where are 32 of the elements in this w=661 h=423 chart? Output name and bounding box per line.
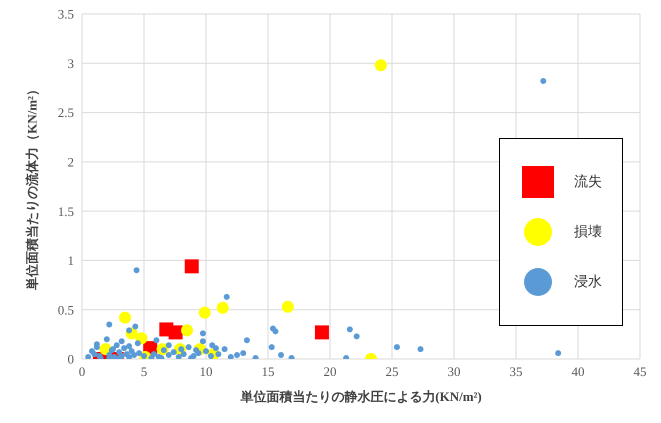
point — [198, 306, 211, 319]
point — [168, 325, 183, 340]
x-tick-label: 45 — [634, 364, 646, 380]
y-axis-title: 単位面積当たりの流体力（KN/m²） — [24, 83, 40, 291]
y-tick-label: 0.5 — [58, 302, 74, 318]
x-tick-label: 40 — [572, 364, 584, 380]
point — [282, 300, 294, 313]
y-tick-label: 1 — [68, 253, 74, 268]
x-tick-label: 35 — [510, 364, 522, 380]
y-tick-label: 3.5 — [58, 6, 74, 22]
x-tick-label: 30 — [448, 364, 460, 380]
y-tick-label: 3 — [68, 56, 74, 71]
point — [216, 302, 229, 314]
y-tick-label: 2.5 — [58, 105, 74, 120]
point — [181, 324, 194, 336]
legend-label: 浸水 — [574, 273, 602, 291]
x-tick-label: 15 — [262, 364, 274, 380]
legend-label: 損壊 — [574, 223, 602, 241]
x-tick-label: 5 — [140, 364, 148, 380]
x-tick-label: 10 — [200, 364, 212, 380]
x-tick-label: 0 — [78, 364, 86, 380]
x-axis-title: 単位面積当たりの静水圧による力(KN/m²) — [239, 389, 482, 404]
point — [184, 259, 199, 274]
x-tick-label: 20 — [324, 364, 336, 380]
y-tick-label: 0 — [68, 352, 74, 367]
point — [374, 59, 387, 72]
point — [314, 325, 329, 340]
x-tick-label: 25 — [386, 364, 398, 380]
legend-label: 流失 — [574, 173, 602, 191]
y-tick-label: 1.5 — [58, 204, 74, 219]
point — [119, 312, 132, 324]
y-tick-label: 2 — [68, 154, 74, 170]
